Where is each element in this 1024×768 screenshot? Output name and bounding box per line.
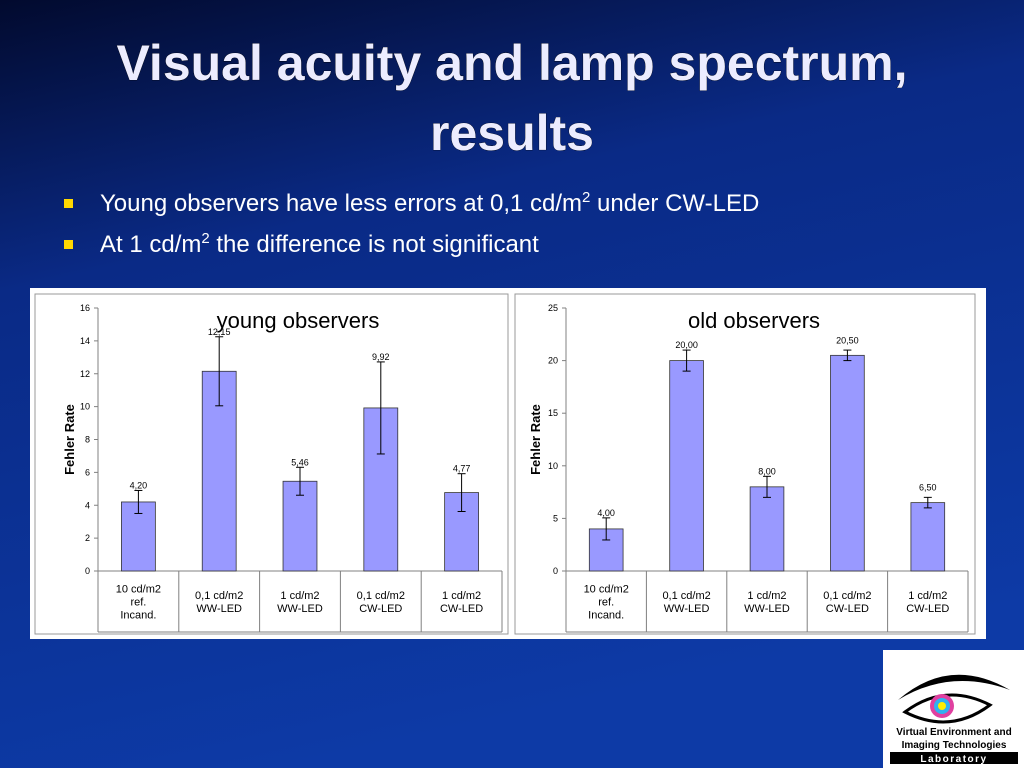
y-tick-label: 5: [553, 513, 558, 523]
x-tick-label: Incand.: [120, 610, 156, 622]
y-axis-label: Fehler Rate: [62, 404, 77, 475]
value-label: 5,46: [291, 457, 309, 467]
title-line: results: [430, 105, 594, 161]
bar: [749, 486, 785, 572]
bullet-text: Young observers have less errors at 0,1 …: [100, 189, 759, 217]
x-tick-label: CW-LED: [826, 603, 869, 615]
chart-frame: [514, 293, 976, 635]
y-tick-label: 2: [85, 533, 90, 543]
y-tick-label: 0: [85, 566, 90, 576]
x-tick-label: WW-LED: [744, 603, 790, 615]
bar: [669, 360, 704, 572]
y-tick-label: 25: [548, 303, 558, 313]
x-tick-label: CW-LED: [440, 603, 483, 615]
value-label: 20,00: [675, 340, 698, 350]
value-label: 8,00: [758, 466, 776, 476]
logo-text: Virtual Environment and: [896, 727, 1011, 738]
y-tick-label: 14: [80, 336, 90, 346]
logo: Virtual Environment and Imaging Technolo…: [883, 650, 1024, 768]
x-tick-label: CW-LED: [359, 603, 402, 615]
text: Young observers have less errors at 0,1 …: [100, 190, 582, 217]
value-label: 20,50: [836, 335, 859, 345]
y-tick-label: 4: [85, 500, 90, 510]
value-label: 12,15: [208, 327, 231, 337]
bar: [830, 354, 865, 572]
x-tick-label: 10 cd/m2: [116, 584, 161, 596]
logo-iris: [938, 702, 946, 710]
logo-text: Laboratory: [920, 754, 987, 765]
x-tick-label: WW-LED: [196, 603, 242, 615]
title-line: Visual acuity and lamp spectrum,: [116, 35, 907, 91]
x-tick-label: 0,1 cd/m2: [357, 590, 405, 602]
x-tick-label: Incand.: [588, 610, 624, 622]
text: the difference is not significant: [210, 231, 539, 258]
x-tick-label: WW-LED: [277, 603, 323, 615]
x-tick-label: 1 cd/m2: [442, 590, 481, 602]
chart-frame: [34, 293, 509, 635]
x-tick-label: CW-LED: [906, 603, 949, 615]
y-axis-label: Fehler Rate: [528, 404, 543, 475]
bullet-marker: [64, 240, 73, 249]
y-tick-label: 15: [548, 408, 558, 418]
text: under CW-LED: [590, 190, 759, 217]
value-label: 4,77: [453, 464, 471, 474]
x-tick-label: 10 cd/m2: [584, 584, 629, 596]
value-label: 6,50: [919, 483, 937, 493]
y-tick-label: 10: [548, 461, 558, 471]
bullets: Young observers have less errors at 0,1 …: [64, 189, 759, 258]
x-tick-label: ref.: [130, 597, 146, 609]
superscript: 2: [582, 189, 590, 206]
logo-brow: [898, 674, 1010, 700]
chart-title: young observers: [217, 308, 380, 333]
y-tick-label: 8: [85, 435, 90, 445]
value-label: 4,20: [130, 480, 148, 490]
x-tick-label: 1 cd/m2: [747, 590, 786, 602]
text: At 1 cd/m: [100, 231, 201, 258]
title: Visual acuity and lamp spectrum, results: [116, 35, 908, 162]
chart-title: old observers: [688, 308, 820, 333]
logo-band: [890, 752, 1018, 764]
x-tick-label: ref.: [598, 597, 614, 609]
x-tick-label: 1 cd/m2: [280, 590, 319, 602]
x-tick-label: WW-LED: [664, 603, 710, 615]
y-tick-label: 6: [85, 467, 90, 477]
bullet-text: At 1 cd/m2 the difference is not signifi…: [100, 230, 539, 258]
y-tick-label: 10: [80, 402, 90, 412]
superscript: 2: [201, 230, 209, 247]
y-tick-label: 20: [548, 356, 558, 366]
bullet-marker: [64, 199, 73, 208]
y-tick-label: 12: [80, 369, 90, 379]
x-tick-label: 0,1 cd/m2: [823, 590, 871, 602]
bar: [282, 480, 318, 572]
charts: young observers Fehler Rate 0 2 4 6 8 10 12 14 16 4…: [62, 303, 969, 633]
x-tick-label: 0,1 cd/m2: [195, 590, 243, 602]
x-tick-label: 0,1 cd/m2: [662, 590, 710, 602]
value-label: 9,92: [372, 352, 390, 362]
y-tick-label: 0: [553, 566, 558, 576]
value-label: 4,00: [597, 508, 615, 518]
logo-eye: [902, 693, 993, 724]
y-tick-label: 16: [80, 303, 90, 313]
logo-text: Imaging Technologies: [902, 740, 1007, 751]
bar: [910, 502, 946, 572]
x-tick-label: 1 cd/m2: [908, 590, 947, 602]
